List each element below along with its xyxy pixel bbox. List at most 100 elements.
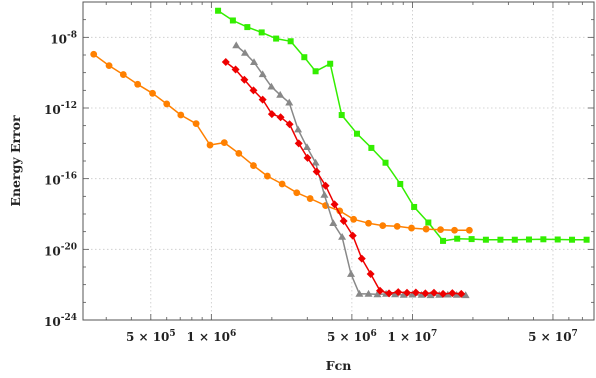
grid-lines <box>83 2 594 321</box>
square-marker <box>368 144 375 151</box>
diamond-marker <box>240 75 249 84</box>
circle-marker <box>379 222 387 230</box>
square-marker <box>353 130 360 137</box>
triangle-marker <box>302 143 311 151</box>
diamond-marker <box>221 58 230 67</box>
triangle-marker <box>240 48 249 56</box>
triangle-marker <box>232 41 241 49</box>
diamond-marker <box>439 289 448 298</box>
triangle-marker <box>294 125 303 133</box>
circle-marker <box>393 222 401 230</box>
x-tick-label: 5 × 107 <box>528 329 578 344</box>
triangle-marker <box>320 190 329 198</box>
square-marker <box>273 35 280 42</box>
diamond-marker <box>394 288 403 297</box>
circle-marker <box>422 225 430 233</box>
square-marker <box>244 24 251 31</box>
diamond-marker <box>267 110 276 119</box>
diamond-marker <box>448 289 457 298</box>
diamond-marker <box>376 286 385 295</box>
square-marker <box>583 236 590 243</box>
y-tick-label: 10-16 <box>44 172 77 188</box>
triangle-marker <box>461 291 470 299</box>
circle-marker <box>206 141 214 149</box>
diamond-marker <box>411 288 420 297</box>
square-marker <box>540 236 547 243</box>
circle-marker <box>105 62 113 70</box>
y-tick-label: 10-12 <box>44 101 77 117</box>
axis-ticks <box>83 1 595 321</box>
triangle-marker <box>338 232 347 240</box>
triangle-marker <box>452 291 461 298</box>
x-tick-label: 1 × 106 <box>186 329 236 344</box>
triangle-marker <box>311 158 320 166</box>
square-marker <box>338 112 345 119</box>
square-marker <box>229 17 236 24</box>
triangle-marker <box>391 290 400 298</box>
y-axis-title: Energy Error <box>8 115 23 207</box>
triangle-marker <box>373 290 382 298</box>
triangle-marker <box>364 289 373 297</box>
square-marker <box>215 7 222 14</box>
square-marker <box>569 236 576 243</box>
diamond-marker <box>303 153 312 162</box>
diamond-marker <box>421 289 430 298</box>
square-marker <box>511 236 518 243</box>
triangle-marker <box>347 270 356 277</box>
diamond-marker <box>357 254 366 263</box>
square-marker <box>382 159 389 166</box>
circle-marker <box>437 226 444 234</box>
triangle-marker <box>329 219 338 227</box>
square-marker <box>497 236 504 243</box>
triangle-marker <box>267 82 276 90</box>
square-marker <box>440 237 447 244</box>
square-marker <box>258 29 265 36</box>
diamond-marker <box>285 120 294 129</box>
square-marker <box>468 236 475 243</box>
diamond-marker <box>321 181 330 190</box>
square-marker <box>525 236 532 243</box>
circle-marker <box>235 149 243 157</box>
circle-marker <box>465 226 473 234</box>
square-marker <box>411 203 418 210</box>
square-marker <box>425 219 432 226</box>
y-tick-label: 10-8 <box>50 30 77 46</box>
circle-marker <box>149 89 156 97</box>
circle-marker <box>365 219 372 227</box>
triangle-marker <box>417 291 426 298</box>
circle-marker <box>119 71 127 78</box>
triangle-marker <box>276 90 285 98</box>
triangle-marker <box>399 291 408 298</box>
diamond-marker <box>294 139 303 148</box>
circle-marker <box>192 120 200 128</box>
series-line-4 <box>225 61 462 295</box>
y-tick-label: 10-24 <box>44 313 77 329</box>
triangle-marker <box>426 291 435 299</box>
diamond-marker <box>403 288 412 297</box>
diamond-marker <box>339 217 348 226</box>
x-tick-label: 5 × 105 <box>126 329 176 344</box>
series-layer <box>90 7 590 299</box>
triangle-marker <box>285 98 294 106</box>
circle-marker <box>408 224 415 232</box>
y-tick-labels: 10-8 10-12 10-16 10-20 10-24 <box>44 30 77 329</box>
circle-marker <box>220 139 228 147</box>
circle-marker <box>90 50 98 58</box>
diamond-marker <box>330 200 339 209</box>
circle-marker <box>293 189 301 197</box>
square-marker <box>312 68 319 75</box>
x-tick-label: 5 × 106 <box>327 329 377 344</box>
diamond-marker <box>348 231 357 240</box>
circle-marker <box>134 80 142 88</box>
diamond-marker <box>276 113 285 122</box>
diamond-marker <box>457 289 466 298</box>
triangle-marker <box>250 58 259 66</box>
circle-marker <box>306 195 314 202</box>
triangle-marker <box>408 290 417 298</box>
x-tick-labels: 5 × 105 1 × 106 5 × 106 1 × 107 5 × 107 <box>126 329 578 344</box>
circle-marker <box>451 226 458 234</box>
circle-marker <box>163 100 171 108</box>
diamond-marker <box>366 270 375 279</box>
circle-marker <box>278 180 286 188</box>
